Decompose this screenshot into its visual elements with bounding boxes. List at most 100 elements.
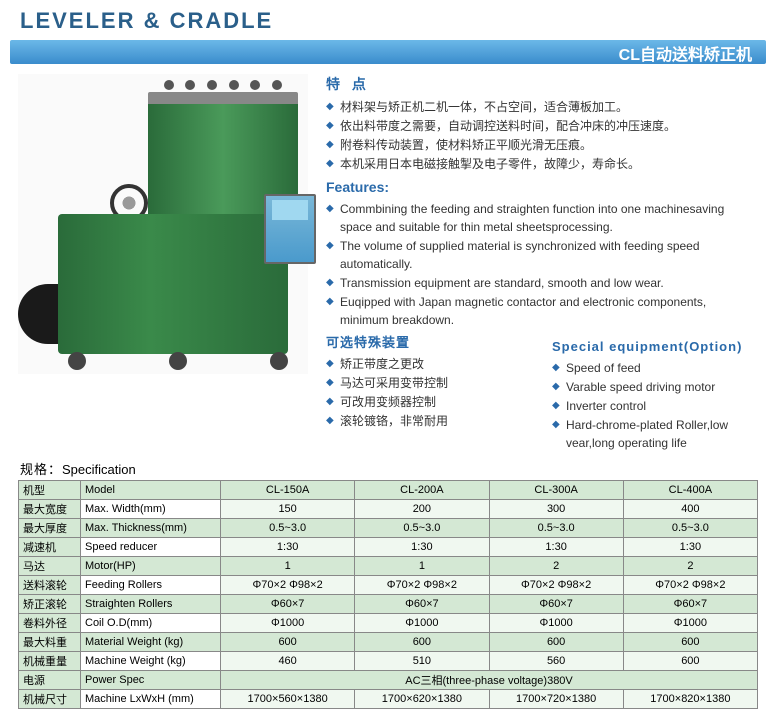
row-label-cn: 送料滚轮 xyxy=(19,575,81,594)
row-value: 600 xyxy=(221,632,355,651)
row-value: Φ70×2 Φ98×2 xyxy=(623,575,757,594)
table-row: 机械尺寸Machine LxWxH (mm)1700×560×13801700×… xyxy=(19,689,758,708)
row-value: 1700×720×1380 xyxy=(489,689,623,708)
list-item: Speed of feed xyxy=(552,359,758,377)
row-value: 2 xyxy=(623,556,757,575)
table-row: 最大料重Material Weight (kg)600600600600 xyxy=(19,632,758,651)
spec-heading: 规格：Specification xyxy=(0,459,776,480)
row-value: 460 xyxy=(221,651,355,670)
row-label-en: Material Weight (kg) xyxy=(81,632,221,651)
content-area: 特 点 材料架与矫正机二机一体，不占空间，适合薄板加工。依出料带度之需要，自动调… xyxy=(0,64,776,459)
row-value: Φ1000 xyxy=(489,613,623,632)
list-item: 依出料带度之需要，自动调控送料时间，配合冲床的冲压速度。 xyxy=(326,117,758,135)
machine-illustration xyxy=(18,74,308,374)
table-row: 最大厚度Max. Thickness(mm)0.5~3.00.5~3.00.5~… xyxy=(19,518,758,537)
table-row: 矫正滚轮Straighten RollersΦ60×7Φ60×7Φ60×7Φ60… xyxy=(19,594,758,613)
row-label-cn: 最大厚度 xyxy=(19,518,81,537)
row-value: 1700×620×1380 xyxy=(355,689,489,708)
features-list-en: Commbining the feeding and straighten fu… xyxy=(326,200,758,329)
description-panel: 特 点 材料架与矫正机二机一体，不占空间，适合薄板加工。依出料带度之需要，自动调… xyxy=(308,74,758,453)
row-label-en: Machine LxWxH (mm) xyxy=(81,689,221,708)
row-value: 600 xyxy=(623,632,757,651)
row-label-en: Max. Width(mm) xyxy=(81,499,221,518)
row-value: 300 xyxy=(489,499,623,518)
row-value: Φ70×2 Φ98×2 xyxy=(221,575,355,594)
table-row: 机型ModelCL-150ACL-200ACL-300ACL-400A xyxy=(19,480,758,499)
table-row: 卷料外径Coil O.D(mm)Φ1000Φ1000Φ1000Φ1000 xyxy=(19,613,758,632)
row-value: Φ60×7 xyxy=(355,594,489,613)
list-item: 马达可采用变带控制 xyxy=(326,374,532,392)
row-value: AC三相(three-phase voltage)380V xyxy=(221,670,758,689)
list-item: Inverter control xyxy=(552,397,758,415)
row-label-cn: 矫正滚轮 xyxy=(19,594,81,613)
row-label-en: Machine Weight (kg) xyxy=(81,651,221,670)
list-item: Commbining the feeding and straighten fu… xyxy=(326,200,758,236)
row-label-cn: 电源 xyxy=(19,670,81,689)
row-value: 1 xyxy=(355,556,489,575)
list-item: 附卷料传动装置，使材料矫正平顺光滑无压痕。 xyxy=(326,136,758,154)
row-value: 1:30 xyxy=(623,537,757,556)
title-english: LEVELER & CRADLE xyxy=(20,8,756,34)
row-label-en: Motor(HP) xyxy=(81,556,221,575)
row-value: CL-200A xyxy=(355,480,489,499)
row-value: Φ70×2 Φ98×2 xyxy=(355,575,489,594)
row-label-en: Coil O.D(mm) xyxy=(81,613,221,632)
features-list-cn: 材料架与矫正机二机一体，不占空间，适合薄板加工。依出料带度之需要，自动调控送料时… xyxy=(326,98,758,173)
list-item: 材料架与矫正机二机一体，不占空间，适合薄板加工。 xyxy=(326,98,758,116)
specification-table: 机型ModelCL-150ACL-200ACL-300ACL-400A最大宽度M… xyxy=(18,480,758,709)
row-value: 510 xyxy=(355,651,489,670)
row-value: 2 xyxy=(489,556,623,575)
options-heading-cn: 可选特殊装置 xyxy=(326,333,532,353)
row-value: 560 xyxy=(489,651,623,670)
table-row: 减速机Speed reducer1:301:301:301:30 xyxy=(19,537,758,556)
table-row: 机械重量Machine Weight (kg)460510560600 xyxy=(19,651,758,670)
row-value: Φ1000 xyxy=(355,613,489,632)
row-label-cn: 机型 xyxy=(19,480,81,499)
options-columns: 可选特殊装置 矫正带度之更改马达可采用变带控制可改用变频器控制滚轮镀铬，非常耐用… xyxy=(326,333,758,453)
row-value: 0.5~3.0 xyxy=(623,518,757,537)
row-value: 1:30 xyxy=(221,537,355,556)
row-label-cn: 马达 xyxy=(19,556,81,575)
row-value: CL-400A xyxy=(623,480,757,499)
list-item: 本机采用日本电磁接触掣及电子零件，故障少，寿命长。 xyxy=(326,155,758,173)
row-value: Φ1000 xyxy=(221,613,355,632)
row-label-cn: 减速机 xyxy=(19,537,81,556)
row-value: 400 xyxy=(623,499,757,518)
row-value: CL-300A xyxy=(489,480,623,499)
row-value: 200 xyxy=(355,499,489,518)
row-value: 150 xyxy=(221,499,355,518)
row-value: Φ1000 xyxy=(623,613,757,632)
list-item: The volume of supplied material is synch… xyxy=(326,237,758,273)
row-value: CL-150A xyxy=(221,480,355,499)
row-value: Φ60×7 xyxy=(221,594,355,613)
header: LEVELER & CRADLE xyxy=(0,0,776,38)
row-label-en: Feeding Rollers xyxy=(81,575,221,594)
row-value: 1700×820×1380 xyxy=(623,689,757,708)
row-label-cn: 最大料重 xyxy=(19,632,81,651)
row-value: 600 xyxy=(489,632,623,651)
list-item: Hard-chrome-plated Roller,low vear,long … xyxy=(552,416,758,452)
machine-image-panel xyxy=(18,74,308,453)
row-value: Φ70×2 Φ98×2 xyxy=(489,575,623,594)
row-label-cn: 最大宽度 xyxy=(19,499,81,518)
list-item: 可改用变频器控制 xyxy=(326,393,532,411)
features-heading-en: Features: xyxy=(326,177,758,198)
list-item: 矫正带度之更改 xyxy=(326,355,532,373)
list-item: Euqipped with Japan magnetic contactor a… xyxy=(326,293,758,329)
list-item: Transmission equipment are standard, smo… xyxy=(326,274,758,292)
table-row: 电源Power SpecAC三相(three-phase voltage)380… xyxy=(19,670,758,689)
row-value: Φ60×7 xyxy=(489,594,623,613)
row-label-cn: 机械尺寸 xyxy=(19,689,81,708)
row-label-cn: 卷料外径 xyxy=(19,613,81,632)
control-panel-icon xyxy=(264,194,316,264)
title-chinese: CL自动送料矫正机 xyxy=(619,41,752,65)
row-value: 1700×560×1380 xyxy=(221,689,355,708)
row-value: 600 xyxy=(355,632,489,651)
title-bar: CL自动送料矫正机 xyxy=(10,40,766,64)
options-heading-en: Special equipment(Option) xyxy=(552,337,758,357)
features-heading-cn: 特 点 xyxy=(326,74,758,95)
options-list-cn: 矫正带度之更改马达可采用变带控制可改用变频器控制滚轮镀铬，非常耐用 xyxy=(326,355,532,430)
table-row: 马达Motor(HP)1122 xyxy=(19,556,758,575)
options-list-en: Speed of feedVarable speed driving motor… xyxy=(552,359,758,452)
row-value: Φ60×7 xyxy=(623,594,757,613)
